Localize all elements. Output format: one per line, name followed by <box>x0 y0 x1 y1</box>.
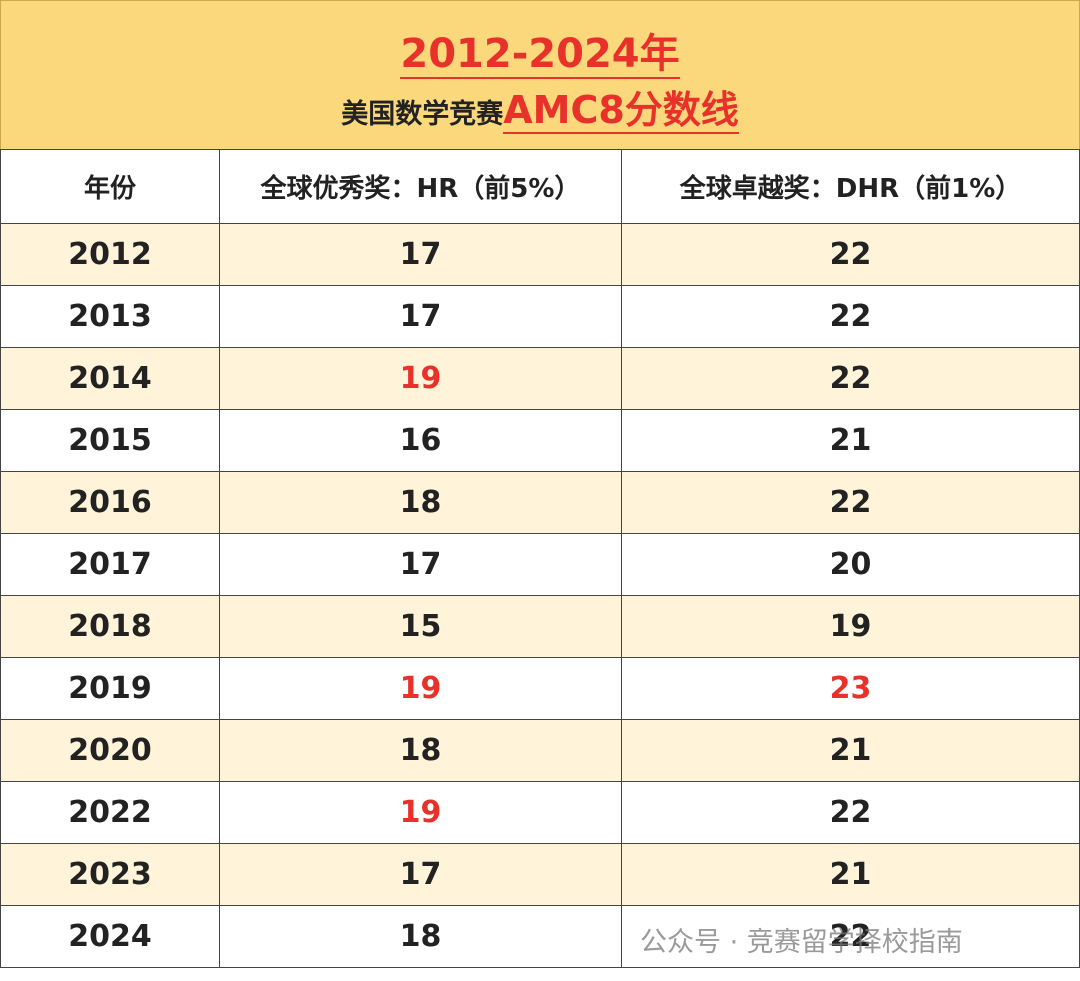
table-cell: 17 <box>219 843 622 906</box>
table-cell: 19 <box>219 347 622 410</box>
table-row: 2015 16 21 <box>0 409 1080 472</box>
table-row: 2018 15 19 <box>0 595 1080 658</box>
table-cell: 2017 <box>0 533 220 596</box>
table-cell: 18 <box>219 719 622 782</box>
table-cell: 2014 <box>0 347 220 410</box>
table-cell: 21 <box>621 409 1080 472</box>
table-cell: 2022 <box>0 781 220 844</box>
table-cell: 22 <box>621 285 1080 348</box>
table-cell: 2016 <box>0 471 220 534</box>
subtitle-prefix: 美国数学竞赛 <box>341 99 504 130</box>
table-cell: 17 <box>219 285 622 348</box>
table-cell: 2023 <box>0 843 220 906</box>
table-row: 2020 18 21 <box>0 719 1080 782</box>
column-header: 全球优秀奖：HR（前5%） <box>219 149 622 224</box>
table-cell: 15 <box>219 595 622 658</box>
table-cell: 18 <box>219 471 622 534</box>
table-cell: 22 <box>621 471 1080 534</box>
table-row: 2016 18 22 <box>0 471 1080 534</box>
table-cell: 2024 <box>0 905 220 968</box>
table-row: 2023 17 21 <box>0 843 1080 906</box>
table-row: 2022 19 22 <box>0 781 1080 844</box>
table-row: 2013 17 22 <box>0 285 1080 348</box>
table-cell: 21 <box>621 719 1080 782</box>
table-cell: 2018 <box>0 595 220 658</box>
table-cell: 16 <box>219 409 622 472</box>
subtitle-line: 美国数学竞赛AMC8分数线 <box>1 79 1079 134</box>
header-row: 年份 全球优秀奖：HR（前5%） 全球卓越奖：DHR（前1%） <box>0 149 1080 224</box>
table-cell: 22 <box>621 347 1080 410</box>
watermark: 公众号 · 竞赛留学择校指南 <box>640 927 963 958</box>
table-row: 2012 17 22 <box>0 223 1080 286</box>
table-cell: 22 <box>621 223 1080 286</box>
table-cell: 2015 <box>0 409 220 472</box>
score-table: 年份 全球优秀奖：HR（前5%） 全球卓越奖：DHR（前1%） 2012 17 22 20… <box>0 149 1080 968</box>
table-cell: 18 <box>219 905 622 968</box>
title: 2012-2024年 <box>400 31 680 79</box>
table-row: 2024 18 22 <box>0 905 1080 968</box>
table-cell: 19 <box>219 781 622 844</box>
title-line: 2012-2024年 <box>1 21 1079 79</box>
table-row: 2017 17 20 <box>0 533 1080 596</box>
table-body: 2012 17 22 2013 17 22 2014 19 22 2015 16 21 2016 18 22… <box>0 223 1080 968</box>
table-row: 2019 19 23 <box>0 657 1080 720</box>
table-cell: 19 <box>219 657 622 720</box>
subtitle-highlight: AMC8分数线 <box>503 88 739 134</box>
table-cell: 21 <box>621 843 1080 906</box>
table-cell: 2012 <box>0 223 220 286</box>
table-cell: 19 <box>621 595 1080 658</box>
table-cell: 2013 <box>0 285 220 348</box>
table-cell: 20 <box>621 533 1080 596</box>
table-cell: 22 <box>621 781 1080 844</box>
table-row: 2014 19 22 <box>0 347 1080 410</box>
table-cell: 22 <box>621 905 1080 968</box>
column-header: 年份 <box>0 149 220 224</box>
table-cell: 2020 <box>0 719 220 782</box>
header: 2012-2024年 美国数学竞赛AMC8分数线 <box>0 0 1080 150</box>
table-cell: 17 <box>219 533 622 596</box>
table-cell: 2019 <box>0 657 220 720</box>
table-cell: 17 <box>219 223 622 286</box>
table-cell: 23 <box>621 657 1080 720</box>
column-header: 全球卓越奖：DHR（前1%） <box>621 149 1080 224</box>
